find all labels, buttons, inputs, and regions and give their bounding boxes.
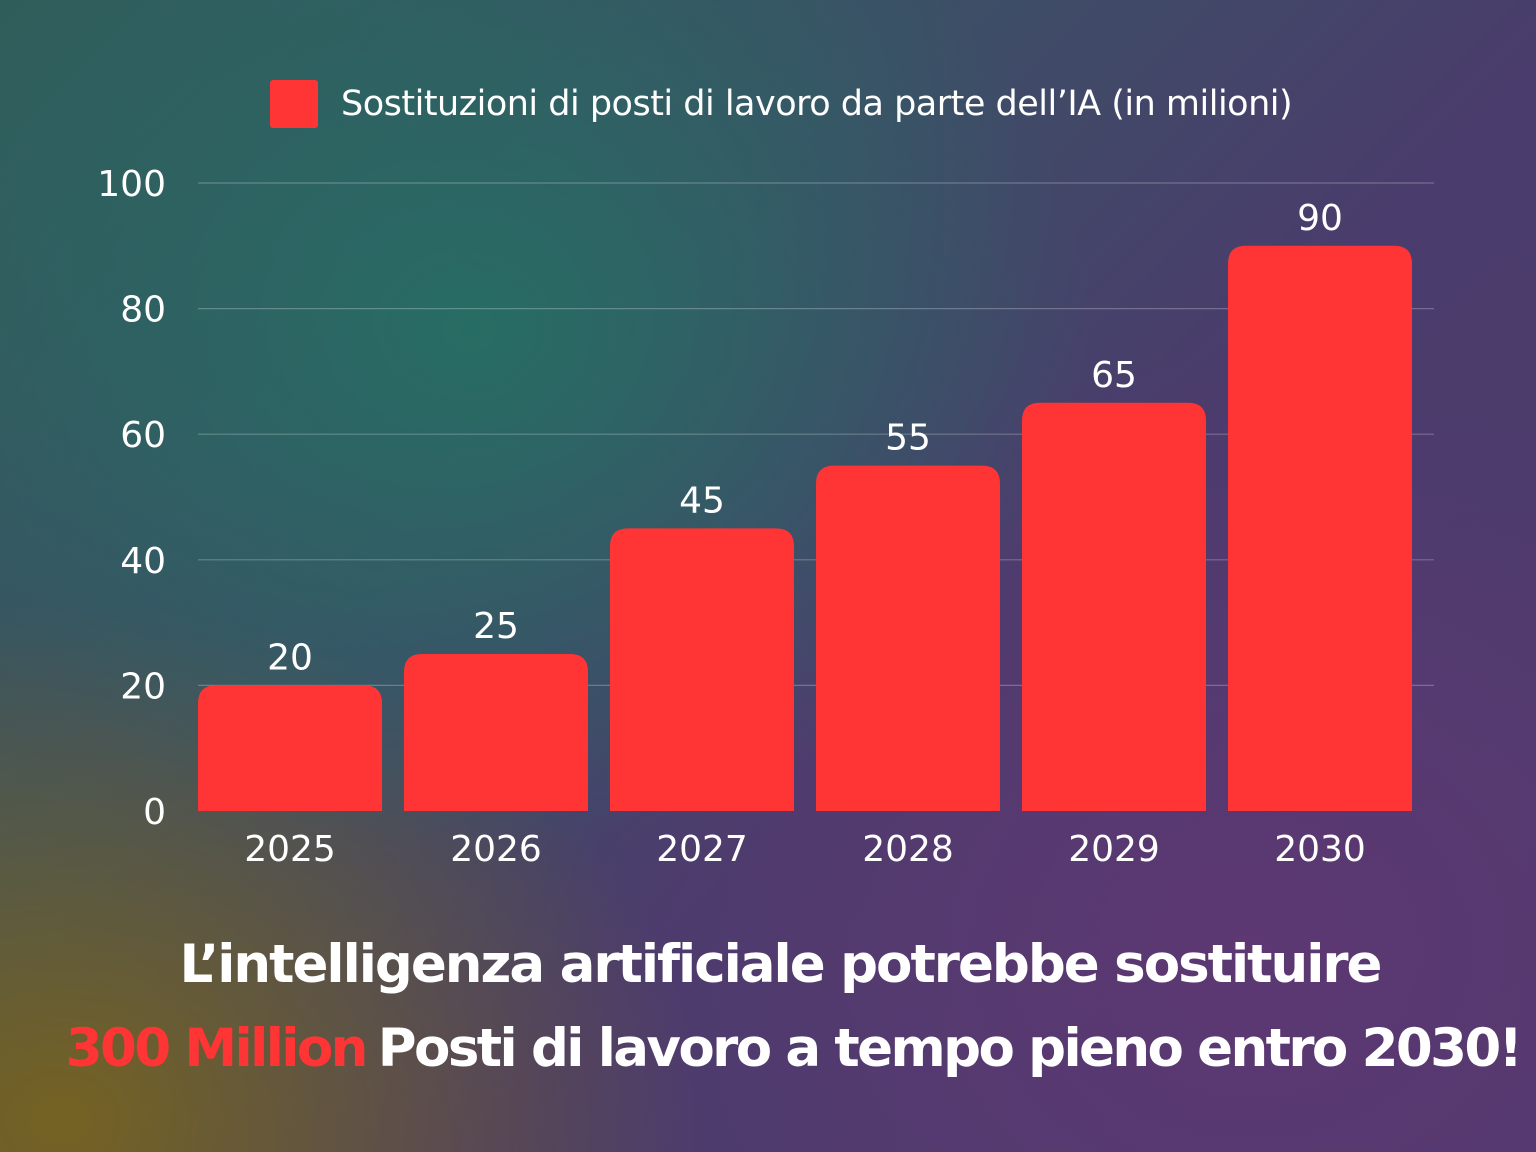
data-label: 45 — [679, 480, 725, 521]
data-labels: 20 25 45 55 65 90 — [267, 198, 1343, 679]
bar-2029 — [1022, 402, 1206, 811]
data-label: 65 — [1091, 355, 1137, 396]
x-tick-label: 2026 — [450, 829, 542, 870]
bar-2028 — [816, 465, 1000, 811]
legend-label: Sostituzioni di posti di lavoro da parte… — [341, 84, 1293, 124]
x-tick-label: 2028 — [862, 829, 954, 870]
bar-2027 — [610, 528, 794, 811]
chart-legend: Sostituzioni di posti di lavoro da parte… — [270, 80, 1293, 128]
headline-line-2: 300 Million Posti di lavoro a tempo pieno… — [0, 1018, 1536, 1079]
y-tick-label: 80 — [120, 290, 166, 331]
y-tick-label: 60 — [120, 415, 166, 456]
x-tick-label: 2030 — [1274, 829, 1366, 870]
y-tick-label: 0 — [143, 792, 166, 833]
bar-2025 — [198, 685, 382, 811]
x-tick-label: 2027 — [656, 829, 748, 870]
headline-highlight: 300 Million — [65, 1018, 369, 1079]
bar-2026 — [404, 654, 588, 811]
data-label: 25 — [473, 606, 519, 647]
y-tick-label: 40 — [120, 541, 166, 582]
legend-swatch — [270, 80, 318, 128]
y-axis-tick-labels: 0 20 40 60 80 100 — [97, 164, 166, 833]
x-tick-label: 2029 — [1068, 829, 1160, 870]
bars — [198, 245, 1412, 812]
y-tick-label: 100 — [97, 164, 166, 205]
bar-2030 — [1228, 245, 1412, 812]
x-tick-label: 2025 — [244, 829, 336, 870]
x-axis-tick-labels: 2025 2026 2027 2028 2029 2030 — [244, 829, 1366, 870]
data-label: 55 — [885, 418, 931, 459]
headline-line-2-text: Posti di lavoro a tempo pieno entro 2030… — [377, 1018, 1523, 1079]
data-label: 90 — [1297, 198, 1343, 239]
data-label: 20 — [267, 637, 313, 678]
headline-line-1: L’intelligenza artificiale potrebbe sost… — [179, 934, 1383, 995]
y-tick-label: 20 — [120, 666, 166, 707]
